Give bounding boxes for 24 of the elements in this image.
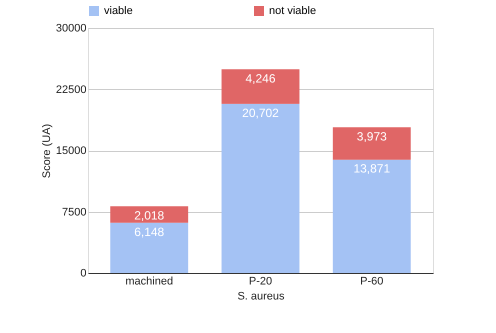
data-label: 6,148 — [134, 224, 165, 239]
x-axis-title: S. aureus — [237, 290, 286, 302]
data-label: 4,246 — [245, 71, 276, 86]
bar — [110, 206, 188, 223]
y-tick-label: 30000 — [56, 22, 86, 34]
x-tick-label: P-60 — [360, 276, 384, 288]
y-tick-label: 22500 — [56, 84, 86, 96]
legend-label: not viable — [269, 5, 316, 17]
data-label: 2,018 — [134, 208, 165, 222]
y-axis-title: Score (UA) — [40, 124, 53, 178]
legend-label: viable — [104, 5, 133, 17]
x-tick-label: machined — [125, 276, 174, 288]
data-label: 20,702 — [242, 106, 280, 120]
data-label: 13,871 — [353, 162, 390, 176]
y-tick-label: 15000 — [56, 145, 86, 157]
y-tick-label: 0 — [80, 268, 86, 280]
x-tick-label: P-20 — [248, 276, 272, 288]
y-tick-label: 7500 — [62, 206, 86, 218]
bar — [332, 160, 411, 273]
bar — [222, 69, 300, 104]
bar — [222, 104, 300, 273]
bar — [110, 222, 188, 273]
data-label: 3,973 — [356, 129, 388, 144]
bar — [332, 127, 411, 160]
